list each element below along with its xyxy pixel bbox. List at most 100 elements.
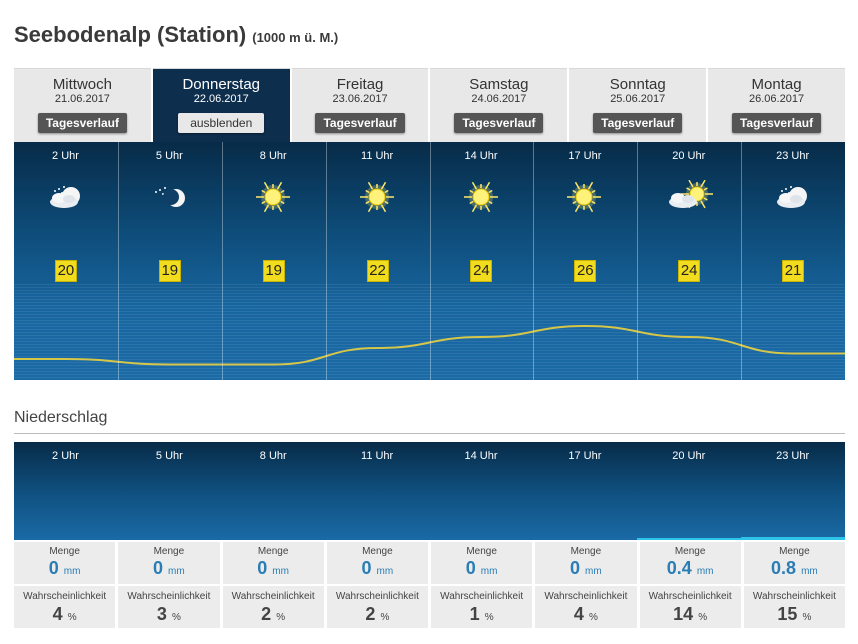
probability-label: Wahrscheinlichkeit (544, 591, 628, 602)
probability-label: Wahrscheinlichkeit (648, 591, 732, 602)
tab-day-name: Montag (751, 76, 802, 93)
day-course-button[interactable]: Tagesverlauf (37, 113, 127, 133)
tab-day-5[interactable]: Montag 26.06.2017 Tagesverlauf (708, 68, 845, 142)
tab-date: 22.06.2017 (193, 93, 249, 105)
tab-date: 25.06.2017 (610, 93, 666, 105)
column-divider (741, 142, 743, 380)
column-divider (637, 142, 639, 380)
hour-label: 8 Uhr (259, 450, 287, 462)
divider (14, 433, 845, 434)
tab-day-3[interactable]: Samstag 24.06.2017 Tagesverlauf (430, 68, 568, 142)
sun-icon (222, 180, 325, 214)
tab-day-name: Donnerstag (182, 76, 261, 93)
probability-value: 1 % (469, 604, 494, 624)
probability-label: Wahrscheinlichkeit (752, 591, 836, 602)
tab-day-0[interactable]: Mittwoch 21.06.2017 Tagesverlauf (14, 68, 151, 142)
sun-cloud-icon (637, 179, 740, 214)
probability-label: Wahrscheinlichkeit (23, 591, 107, 602)
probability-value: 2 % (261, 604, 286, 624)
probability-value: 4 % (52, 604, 77, 624)
precipitation-cell: Menge 0 mm Wahrscheinlichkeit 1 % (431, 542, 533, 628)
amount-value: 0 mm (570, 558, 602, 578)
precipitation-cell: Menge 0 mm Wahrscheinlichkeit 4 % (14, 542, 116, 628)
amount-label: Menge (257, 546, 289, 557)
precipitation-cell: Menge 0 mm Wahrscheinlichkeit 2 % (222, 542, 324, 628)
probability-value: 14 % (673, 604, 708, 624)
moon-cloud-icon (14, 180, 117, 214)
sun-icon (533, 180, 636, 214)
amount-label: Menge (49, 546, 80, 557)
tab-day-2[interactable]: Freitag 23.06.2017 Tagesverlauf (291, 68, 429, 142)
tab-date: 26.06.2017 (749, 93, 805, 105)
moon-stars-icon (118, 180, 221, 214)
amount-value: 0 mm (465, 558, 498, 578)
amount-value: 0 mm (48, 558, 81, 578)
temperature-badge: 26 (574, 260, 597, 282)
amount-value: 0.4 mm (666, 558, 714, 578)
precipitation-bar (741, 536, 845, 540)
hour-label: 11 Uhr (361, 450, 394, 462)
temperature-badge: 19 (158, 260, 181, 282)
precipitation-cell: Menge 0 mm Wahrscheinlichkeit 4 % (535, 542, 637, 628)
precipitation-cell: Menge 0 mm Wahrscheinlichkeit 2 % (326, 542, 428, 628)
probability-label: Wahrscheinlichkeit (127, 591, 211, 602)
temperature-badge: 22 (366, 260, 389, 282)
column-divider (533, 142, 535, 380)
hour-label: 23 Uhr (776, 150, 810, 162)
tab-day-name: Samstag (469, 76, 529, 93)
day-course-button[interactable]: Tagesverlauf (315, 113, 405, 133)
day-course-button[interactable]: Tagesverlauf (593, 113, 683, 133)
precipitation-cell: Menge 0.4 mm Wahrscheinlichkeit 14 % (639, 542, 741, 628)
amount-value: 0.8 mm (771, 558, 818, 578)
hour-label: 5 Uhr (155, 450, 183, 462)
temperature-badge: 19 (262, 260, 285, 282)
tab-date: 24.06.2017 (471, 93, 527, 105)
hour-label: 11 Uhr (361, 150, 394, 162)
amount-label: Menge (466, 546, 497, 557)
amount-label: Menge (570, 546, 602, 557)
precipitation-cells: Menge 0 mm Wahrscheinlichkeit 4 % Menge 0 mm W… (14, 542, 845, 628)
hourly-forecast-panel: 2 Uhr 20 5 Uhr 19 8 Uhr 19 11 Uhr 22 14 Uhr 24 17 … (14, 142, 845, 380)
column-divider (221, 142, 223, 380)
tab-day-1[interactable]: Donnerstag 22.06.2017 ausblenden (152, 68, 290, 142)
day-course-button[interactable]: Tagesverlauf (454, 113, 544, 133)
probability-label: Wahrscheinlichkeit (335, 591, 419, 602)
precipitation-bar (637, 538, 742, 540)
day-course-button[interactable]: Tagesverlauf (731, 113, 822, 133)
amount-label: Menge (779, 546, 810, 557)
tab-day-name: Sonntag (609, 76, 666, 93)
probability-label: Wahrscheinlichkeit (231, 591, 315, 602)
temperature-badge: 24 (678, 260, 701, 282)
tab-day-name: Freitag (336, 76, 384, 93)
precipitation-panel: 2 Uhr 5 Uhr 8 Uhr 11 Uhr 14 Uhr 17 Uhr 20 Uhr 2… (14, 442, 845, 540)
hour-label: 17 Uhr (568, 450, 602, 462)
temperature-badge: 21 (782, 260, 805, 282)
column-divider (429, 142, 431, 380)
moon-cloud-icon (741, 180, 844, 214)
hour-label: 20 Uhr (672, 450, 706, 462)
tab-date: 23.06.2017 (332, 93, 388, 105)
amount-value: 0 mm (153, 558, 185, 578)
column-divider (117, 142, 119, 380)
precipitation-cell: Menge 0.8 mm Wahrscheinlichkeit 15 % (743, 542, 845, 628)
amount-label: Menge (153, 546, 185, 557)
precipitation-cell: Menge 0 mm Wahrscheinlichkeit 3 % (118, 542, 220, 628)
column-divider (325, 142, 327, 380)
sun-icon (326, 180, 429, 214)
day-tabs: Mittwoch 21.06.2017 Tagesverlauf Donnerstag… (14, 68, 845, 142)
hour-label: 8 Uhr (259, 150, 287, 162)
hour-label: 14 Uhr (464, 450, 498, 462)
precipitation-heading: Niederschlag (14, 409, 108, 426)
tab-day-4[interactable]: Sonntag 25.06.2017 Tagesverlauf (569, 68, 707, 142)
hide-button[interactable]: ausblenden (178, 113, 265, 133)
amount-label: Menge (362, 546, 393, 557)
hour-label: 2 Uhr (52, 150, 79, 162)
page-title: Seebodenalp (Station) (14, 22, 247, 47)
probability-value: 15 % (777, 604, 812, 624)
tab-date: 21.06.2017 (54, 93, 110, 105)
amount-label: Menge (674, 546, 706, 557)
altitude-label: (1000 m ü. M.) (252, 30, 339, 45)
probability-label: Wahrscheinlichkeit (440, 591, 524, 602)
sun-icon (430, 180, 533, 214)
probability-value: 2 % (365, 604, 390, 624)
